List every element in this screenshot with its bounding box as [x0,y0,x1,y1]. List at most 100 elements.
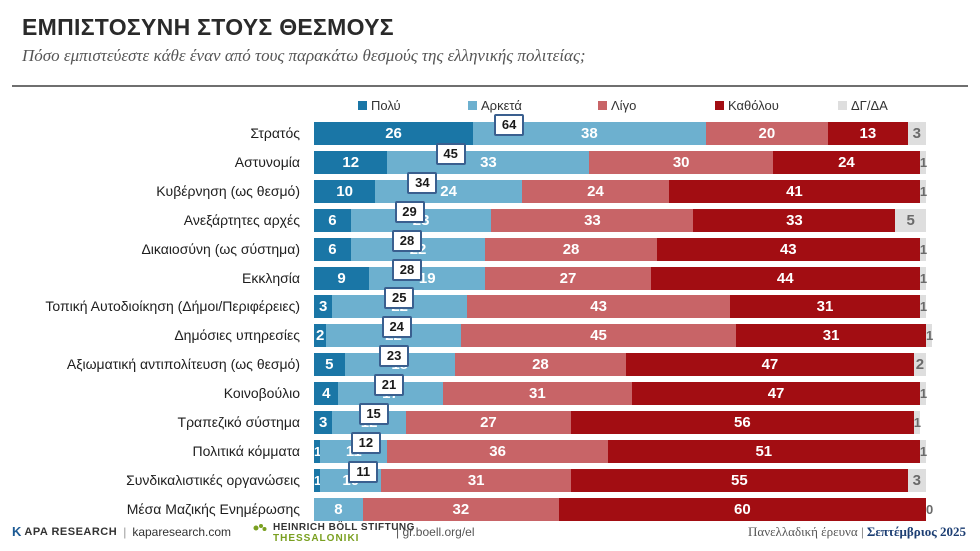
category-label: Τραπεζικό σύστημα [177,414,300,430]
chart-subtitle: Πόσο εμπιστεύεστε κάθε έναν από τους παρ… [22,46,586,65]
survey-info: Πανελλαδική έρευνα | Σεπτέμβριος 2025 [748,524,966,539]
bar-segment: 60 [558,497,926,521]
bar-segment: 1 [919,295,927,319]
separator: | [123,524,127,539]
bar-segment: 27 [485,266,651,290]
trust-total-callout: 45 [435,142,466,165]
bar-segment: 10 [314,179,376,203]
bar-segment: 45 [460,324,737,348]
bar-segment: 33 [693,208,896,232]
trust-total-callout: 12 [350,431,381,454]
legend-item: Λίγο [598,96,636,114]
legend-swatch [358,100,367,110]
trust-total-callout: 28 [391,229,422,252]
category-label: Κοινοβούλιο [223,385,300,402]
trust-total-callout: 29 [394,200,425,223]
category-label: Δημόσιες υπηρεσίες [174,327,300,344]
bar-segment: 31 [442,382,633,406]
bar-segment: 1 [926,324,933,348]
legend-item: ΔΓ/ΔΑ [838,96,888,114]
bar-segment: 4 [314,382,339,406]
category-label: Αστυνομία [234,153,300,170]
category-label: Μέσα Μαζικής Ενημέρωσης [126,500,300,517]
category-label: Στρατός [250,125,300,141]
category-label: Αξιωματική αντιπολίτευση (ως θεσμό) [66,356,300,373]
bar-segment: 41 [668,179,920,203]
bar-segment: 1 [919,150,927,174]
chart-title: ΕΜΠΙΣΤΟΣΥΝΗ ΣΤΟΥΣ ΘΕΣΜΟΥΣ [22,14,394,40]
bar-segment: 24 [522,179,669,203]
bar-segment: 51 [607,439,920,463]
bar-segment: 32 [362,497,559,521]
bar-segment: 1 [919,237,927,261]
category-label: Κυβέρνηση (ως θεσμό) [156,182,300,199]
kapa-logo-text: APA RESEARCH [24,525,118,538]
trust-total-callout: 25 [384,287,415,310]
bar-segment: 28 [454,353,627,377]
legend-label: Πολύ [371,97,401,113]
trust-total-callout: 21 [373,374,404,397]
bar-segment: 1 [314,468,321,492]
kapa-url: kaparesearch.com [132,524,232,539]
boell-logo: HEINRICH BÖLL STIFTUNG THESSALONIKI [253,522,415,544]
legend-item: Αρκετά [468,96,522,114]
category-label: Συνδικαλιστικές οργανώσεις [126,471,300,488]
bar-segment: 5 [895,208,926,232]
legend-label: Καθόλου [728,97,779,113]
bar-segment: 43 [656,237,920,261]
legend: Πολύ Αρκετά Λίγο Καθόλου ΔΓ/ΔΑ [0,96,980,114]
category-label: Πολιτικά κόμματα [192,442,300,459]
trust-total-callout: 64 [494,114,525,136]
category-label: Εκκλησία [242,269,300,286]
bar-segment: 31 [730,295,920,319]
bar-segment: 3 [314,295,333,319]
bar-segment: 20 [705,122,829,145]
bar-segment: 9 [314,266,370,290]
category-label: Δικαιοσύνη (ως σύστημα) [141,240,300,257]
bar-segment: 1 [314,439,321,463]
trust-total-callout: 28 [391,258,422,281]
bar-segment: 1 [919,179,927,203]
legend-item: Πολύ [358,96,401,114]
bar-segment: 1 [919,382,927,406]
bar-segment: 1 [913,411,921,434]
bar-segment: 33 [491,208,694,232]
trust-total-callout: 15 [358,403,389,425]
bar-segment: 27 [405,411,572,434]
bar-segment: 2 [314,324,327,348]
bar-segment: 47 [626,353,914,377]
trust-total-callout: 24 [381,316,412,339]
category-label: Τοπική Αυτοδιοίκηση (Δήμοι/Περιφέρειες) [45,298,300,315]
legend-swatch [598,100,607,110]
boell-flower-icon [253,524,267,531]
legend-label: Λίγο [611,97,637,113]
bar-segment: 2 [913,353,926,377]
bar-segment: 3 [907,468,926,492]
footer: K APA RESEARCH | kaparesearch.com HEINRI… [0,516,980,551]
bar-segment: 8 [314,497,363,521]
boell-url: | gr.boell.org/el [396,525,475,539]
divider [12,85,968,87]
bar-segment: 24 [773,150,920,174]
trust-total-callout: 11 [348,460,379,483]
legend-label: ΔΓ/ΔΑ [851,97,888,113]
boell-name: HEINRICH BÖLL STIFTUNG [273,522,415,533]
bar-segment: 6 [314,208,351,232]
trust-total-callout: 23 [379,345,410,368]
bar-segment: 44 [650,266,920,290]
bar-segment: 1 [919,439,927,463]
bar-segment: 47 [632,382,920,406]
bar-segment: 12 [314,150,388,174]
bar-segment: 56 [571,411,914,434]
bar-segment: 6 [314,237,351,261]
bar-segment: 5 [314,353,345,377]
bar-segment: 55 [571,468,908,492]
bar-segment: 38 [473,122,706,145]
bar-segment: 24 [375,179,523,203]
kapa-research-logo: K APA RESEARCH | kaparesearch.com [12,524,231,539]
bar-segment: 3 [314,411,333,434]
legend-label: Αρκετά [481,97,522,113]
category-label: Ανεξάρτητες αρχές [183,211,300,228]
legend-item: Καθόλου [715,96,779,114]
bar-segment: 30 [589,150,773,174]
